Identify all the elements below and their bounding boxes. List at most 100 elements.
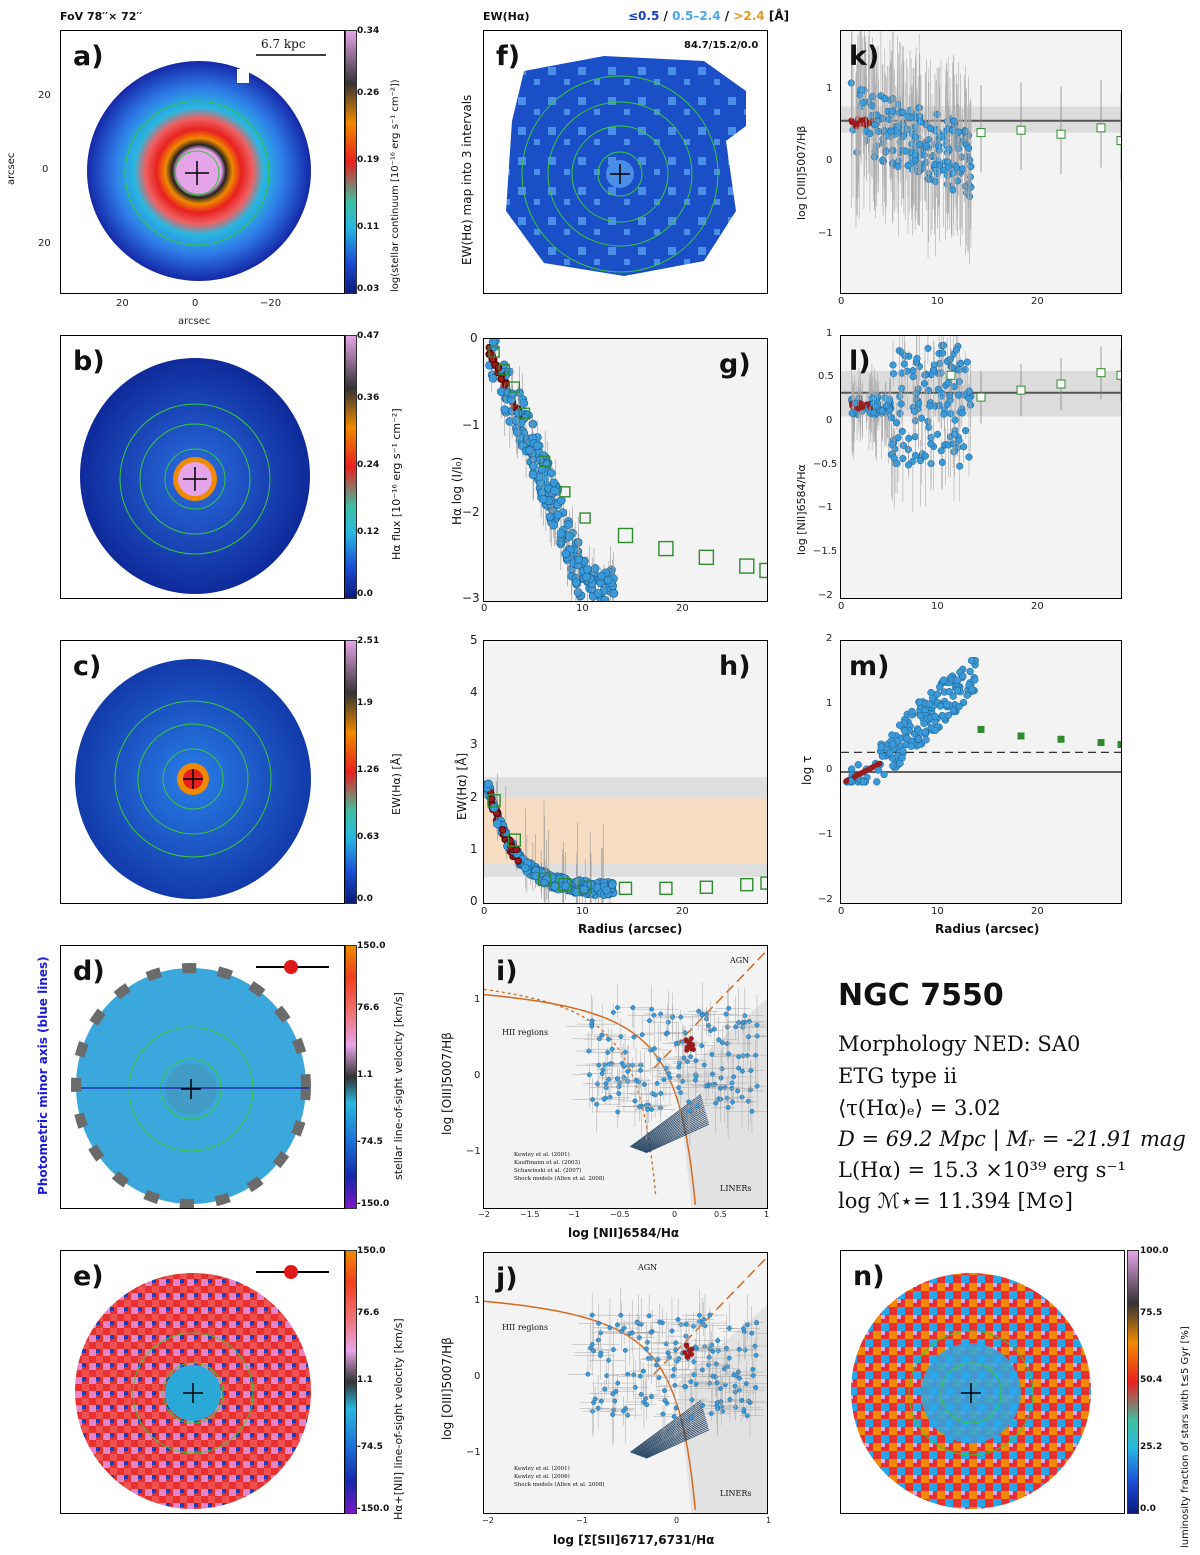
b-cbar-tick: 0.12 [357, 527, 380, 537]
b-cbar-title: Hα flux [10⁻¹⁶ erg s⁻¹ cm⁻²] [390, 408, 403, 560]
profile-square [739, 558, 755, 574]
l-plot [841, 336, 1121, 513]
panel-i-label: i) [496, 956, 518, 987]
data-point [909, 373, 917, 381]
data-point [931, 726, 939, 735]
m-xtick: 0 [838, 906, 845, 917]
data-point [694, 1103, 700, 1109]
data-point [670, 1014, 675, 1020]
data-point [723, 1011, 729, 1017]
data-point [565, 532, 574, 541]
a-ytick: 0 [42, 164, 49, 175]
data-point [954, 676, 962, 684]
red-data-point [684, 1038, 690, 1044]
data-point [847, 79, 855, 87]
red-data-point [857, 400, 864, 407]
data-point [955, 366, 963, 374]
data-point [700, 1367, 705, 1373]
profile-square [1017, 732, 1025, 740]
ew-unit: [Å] [768, 9, 790, 23]
data-point [971, 676, 979, 684]
profile-square [946, 370, 956, 380]
data-point [603, 1095, 608, 1101]
data-point [921, 371, 929, 379]
j-ytick: 1 [474, 1295, 481, 1306]
i-ytick: 0 [474, 1070, 481, 1081]
data-point [689, 1397, 695, 1403]
data-point [606, 1036, 611, 1042]
profile-square [507, 833, 522, 847]
h-ytick: 4 [470, 685, 478, 699]
data-point [719, 1404, 724, 1410]
data-point [599, 1071, 605, 1077]
i-xtick: 0 [672, 1210, 678, 1219]
profile-square [1056, 379, 1066, 389]
data-point [625, 1069, 631, 1074]
i-xlabel: log [NII]6584/Hα [568, 1226, 680, 1240]
data-point [683, 1321, 689, 1327]
profile-square [508, 381, 521, 393]
data-point [539, 494, 548, 504]
data-point [654, 1362, 659, 1368]
data-point [708, 1411, 714, 1416]
profile-square [699, 880, 714, 894]
shock-model-line [644, 1425, 709, 1458]
a-xlabel: arcsec [178, 316, 211, 327]
e-cbar-tick: 76.6 [357, 1308, 380, 1318]
red-data-point [682, 1349, 688, 1355]
ew-bin-mid: 0.5–2.4 [672, 9, 721, 23]
profile-square [1116, 370, 1121, 380]
g-ytick: 0 [470, 331, 478, 345]
data-point [625, 1412, 631, 1418]
profile-square [1057, 735, 1065, 743]
j-legend-item: Kewley et al. (2006) [514, 1474, 570, 1480]
data-point [524, 446, 534, 455]
c-cbar-tick: 1.9 [357, 698, 373, 708]
data-point [589, 1312, 595, 1318]
h-ytick: 5 [470, 633, 478, 647]
data-point [903, 734, 911, 743]
data-point [739, 1094, 745, 1100]
panel-c-label: c) [73, 651, 102, 682]
data-point [549, 486, 559, 496]
panel-i-bpt-nii: i) HII regions AGN LINERs Kewley et al. … [483, 945, 768, 1209]
data-point [667, 1075, 673, 1081]
data-point [950, 448, 958, 456]
info-luminosity: L(Hα) = 15.3 ×10³⁹ erg s⁻¹ [838, 1158, 1126, 1182]
data-point [916, 140, 924, 148]
g-ytick: −2 [462, 505, 480, 519]
data-point [719, 1066, 725, 1072]
data-point [587, 1072, 592, 1078]
data-point [549, 520, 558, 530]
data-point [955, 391, 963, 399]
c-cbar-tick: 2.51 [357, 636, 380, 646]
panel-g-halpha-profile: g) [483, 338, 768, 602]
h-ytick: 0 [470, 894, 478, 908]
data-point [647, 1018, 652, 1024]
data-point [673, 1340, 679, 1346]
data-point [936, 161, 944, 169]
panel-c-ew-map: c) [60, 640, 345, 904]
data-point [899, 132, 907, 141]
data-point [753, 1352, 759, 1358]
data-point [610, 1391, 616, 1397]
data-point [641, 1399, 647, 1405]
data-point [743, 1381, 749, 1386]
profile-square [1116, 136, 1121, 146]
h-ytick: 2 [470, 790, 478, 804]
data-point [625, 1371, 631, 1377]
data-point [965, 394, 973, 403]
e-cbar-title: Hα+[NII] line-of-sight velocity [km/s] [392, 1318, 405, 1520]
data-point [709, 1052, 715, 1057]
red-data-point [853, 120, 860, 127]
data-point [886, 749, 894, 757]
data-point [638, 1062, 644, 1068]
data-point [950, 117, 958, 125]
data-point [682, 1030, 688, 1036]
profile-square [1056, 129, 1066, 139]
data-point [609, 589, 619, 598]
shock-model-line [640, 1419, 707, 1457]
young-fraction-map [851, 1273, 1091, 1509]
data-point [913, 354, 921, 363]
data-point [691, 1372, 697, 1378]
